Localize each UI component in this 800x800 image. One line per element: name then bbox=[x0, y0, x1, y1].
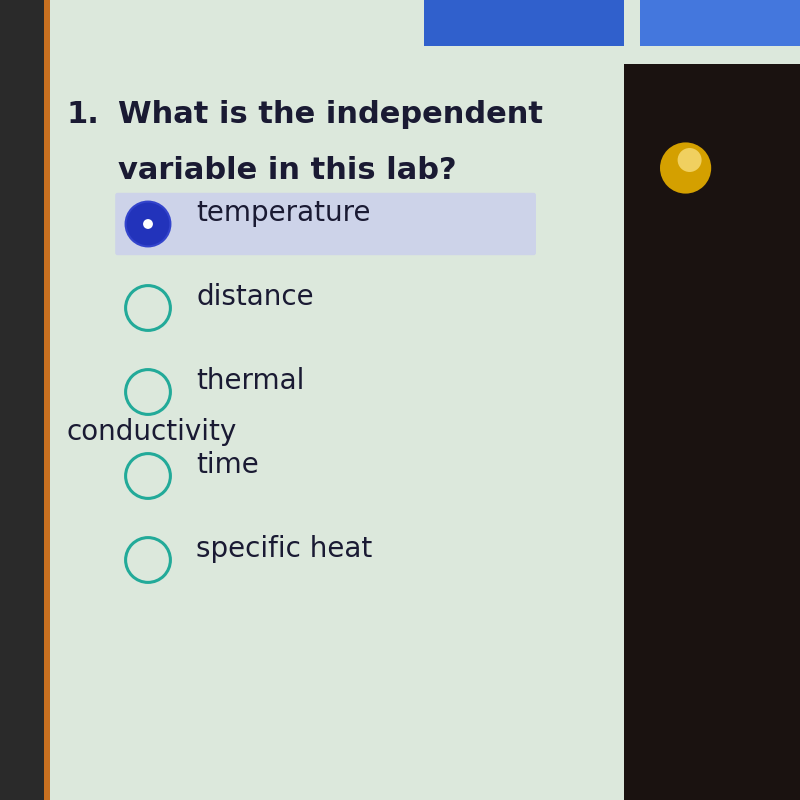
Bar bbox=[0, 0, 44, 800]
Text: specific heat: specific heat bbox=[196, 534, 372, 563]
Text: thermal: thermal bbox=[196, 366, 304, 394]
Text: time: time bbox=[196, 451, 258, 478]
Circle shape bbox=[126, 202, 170, 246]
Text: variable in this lab?: variable in this lab? bbox=[118, 156, 457, 185]
Text: conductivity: conductivity bbox=[66, 418, 237, 446]
Text: 1.: 1. bbox=[66, 100, 99, 129]
Text: temperature: temperature bbox=[196, 198, 370, 227]
Text: What is the independent: What is the independent bbox=[118, 100, 543, 129]
Circle shape bbox=[678, 148, 702, 172]
Circle shape bbox=[660, 142, 711, 194]
Bar bbox=[640, 0, 800, 46]
FancyBboxPatch shape bbox=[115, 193, 536, 255]
Text: distance: distance bbox=[196, 282, 314, 310]
Bar bbox=[624, 64, 800, 800]
Bar bbox=[424, 0, 624, 46]
Circle shape bbox=[143, 219, 153, 229]
Bar bbox=[44, 0, 50, 800]
